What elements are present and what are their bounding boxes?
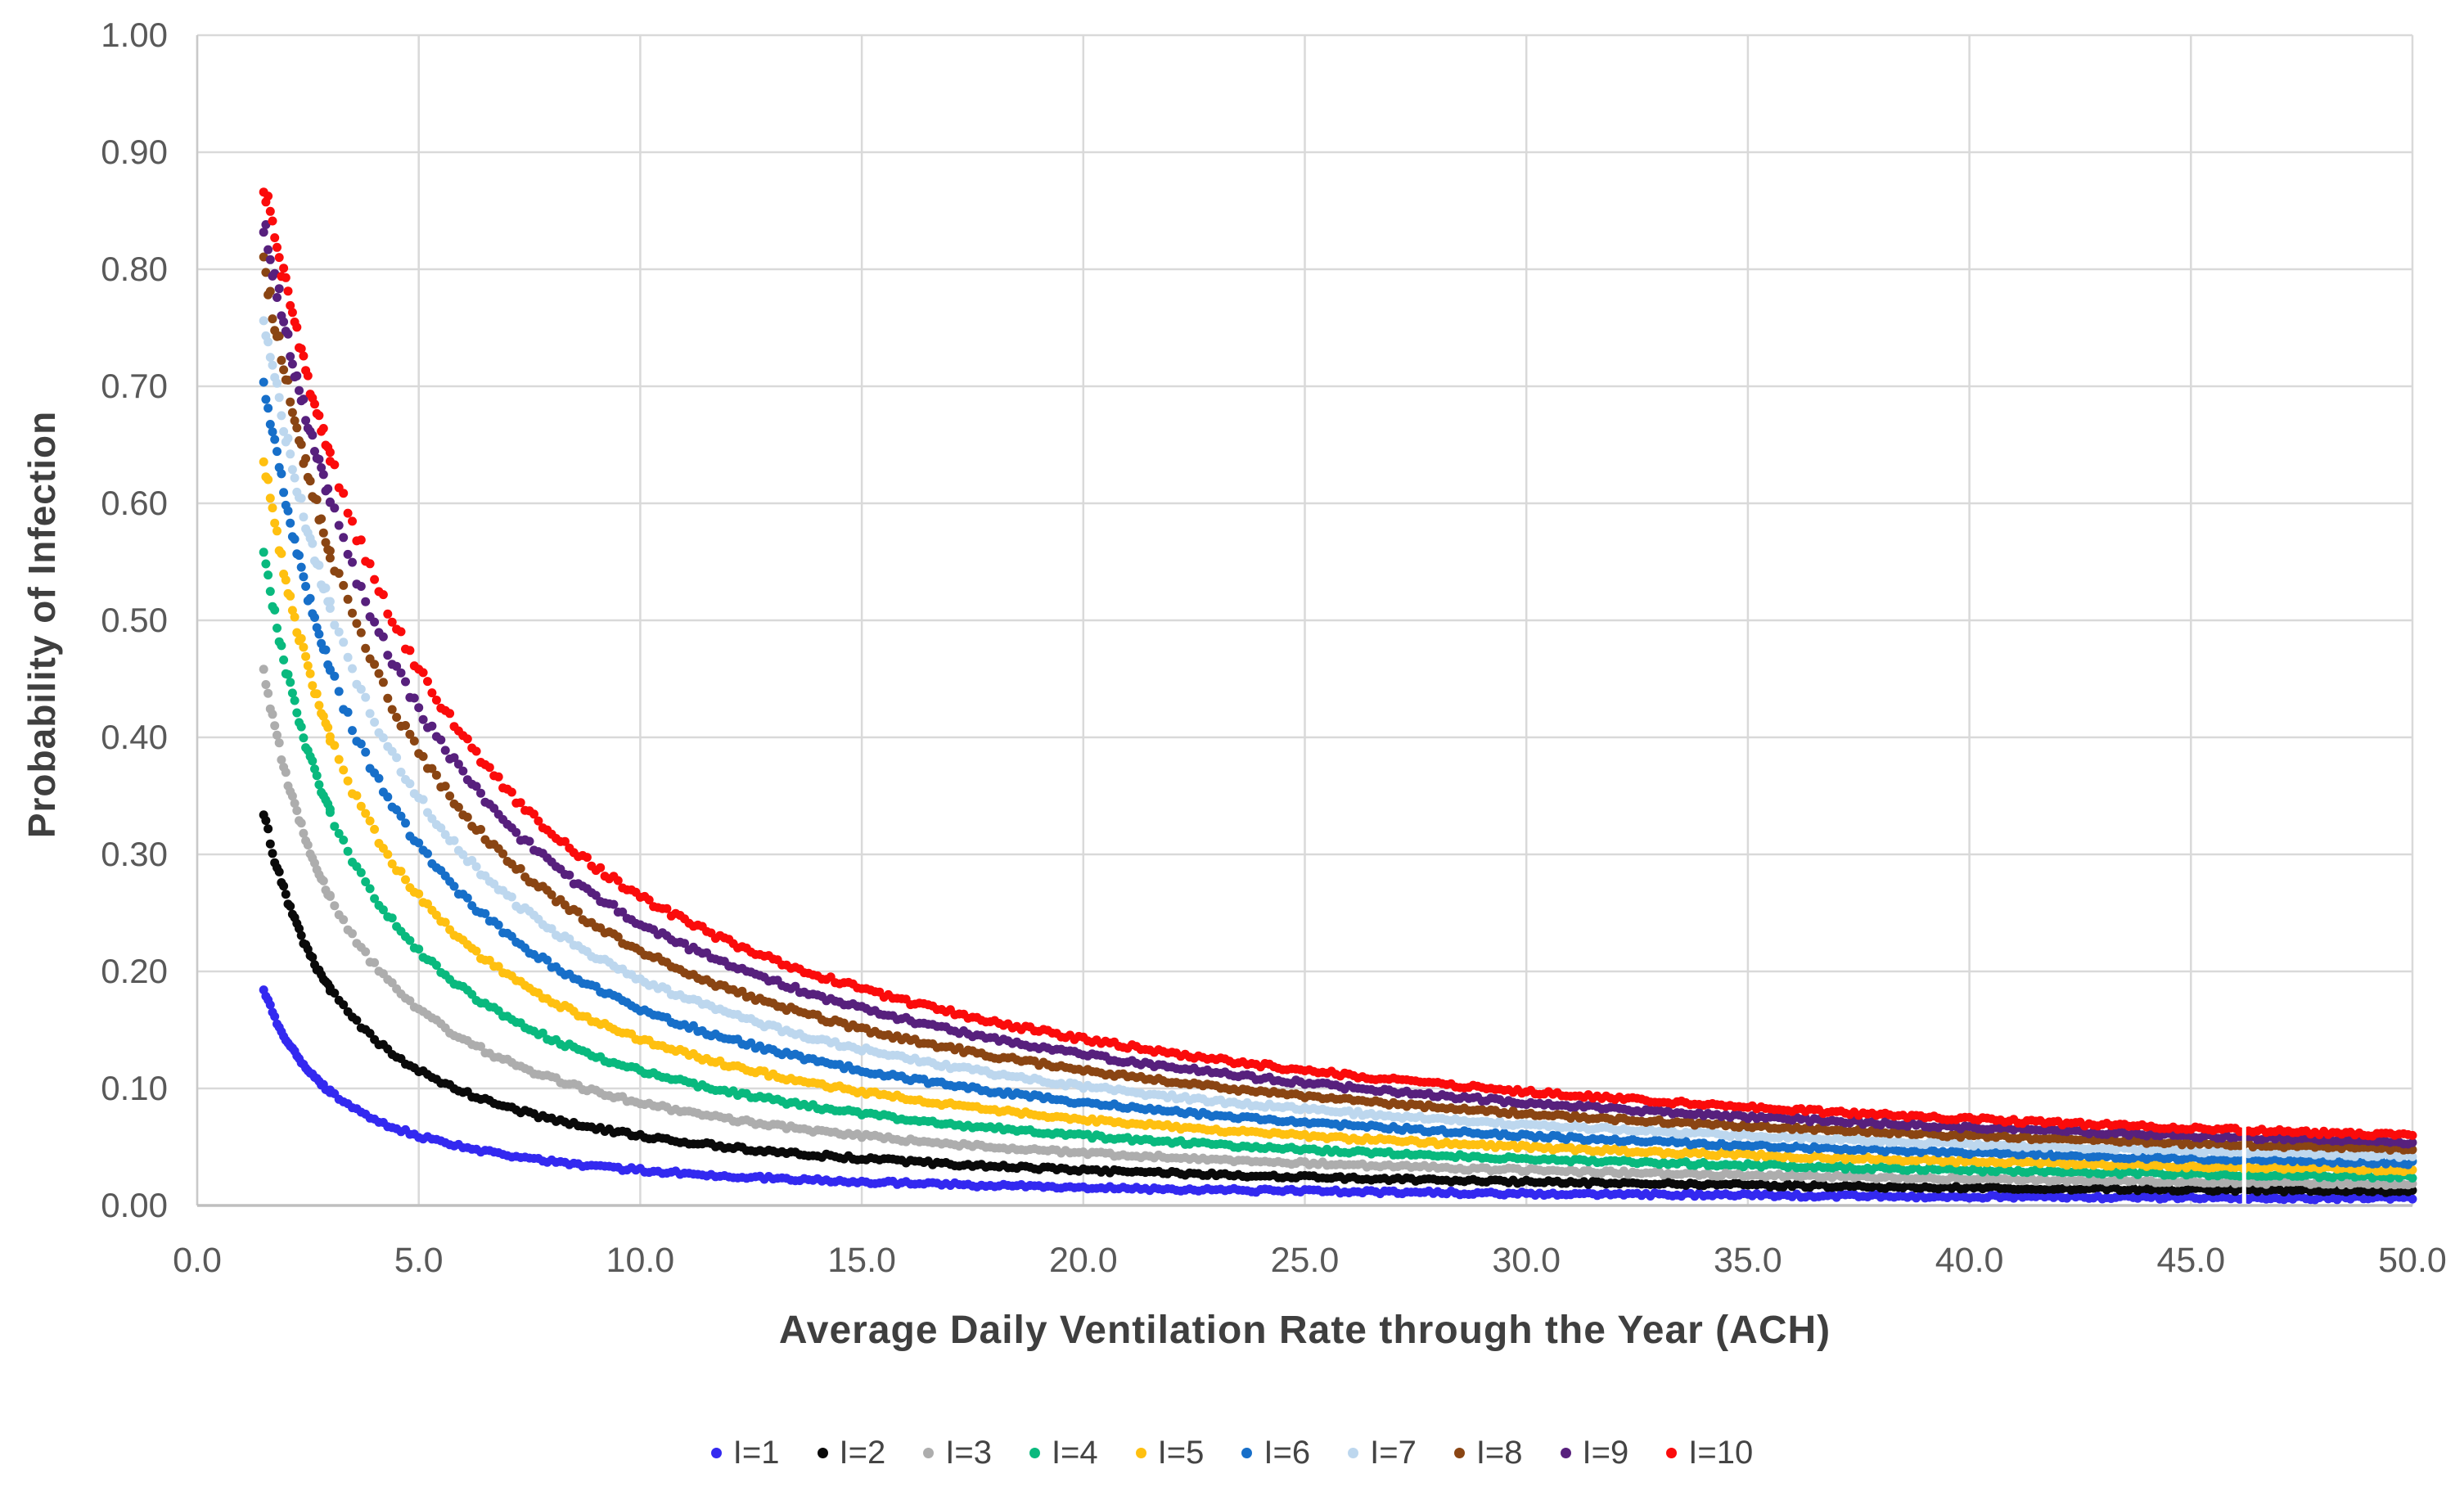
x-axis-title: Average Daily Ventilation Rate through t… bbox=[778, 1309, 1831, 1352]
legend-item-I=2: I=2 bbox=[817, 1435, 886, 1471]
legend-item-I=8: I=8 bbox=[1453, 1435, 1523, 1471]
x-tick-label: 0.0 bbox=[173, 1241, 222, 1280]
white-gap-artifact bbox=[2241, 1111, 2246, 1204]
legend-marker-icon bbox=[923, 1448, 935, 1458]
series-I=7 bbox=[259, 316, 2417, 1162]
y-tick-label: 0.20 bbox=[101, 952, 168, 990]
legend-marker-icon bbox=[1135, 1448, 1146, 1458]
y-tick-label: 0.50 bbox=[101, 601, 168, 639]
legend-label: I=7 bbox=[1370, 1435, 1417, 1471]
y-tick-label: 0.00 bbox=[101, 1186, 168, 1224]
series-I=6 bbox=[259, 377, 2417, 1169]
legend-item-I=4: I=4 bbox=[1029, 1435, 1098, 1471]
legend: I=1 I=2 I=3 I=4 I=5 I=6 I=7 I=8 I=9 I=10 bbox=[0, 1435, 2464, 1471]
y-tick-label: 1.00 bbox=[101, 16, 168, 54]
x-tick-label: 15.0 bbox=[827, 1241, 896, 1280]
legend-marker-icon bbox=[1348, 1448, 1359, 1458]
legend-label: I=2 bbox=[839, 1435, 886, 1471]
y-tick-label: 0.80 bbox=[101, 250, 168, 288]
legend-marker-icon bbox=[710, 1448, 722, 1458]
y-tick-label: 0.10 bbox=[101, 1069, 168, 1107]
series-I=8 bbox=[259, 252, 2417, 1155]
series-I=1 bbox=[259, 985, 2417, 1205]
legend-label: I=8 bbox=[1475, 1435, 1523, 1471]
legend-item-I=1: I=1 bbox=[710, 1435, 780, 1471]
legend-marker-icon bbox=[1560, 1448, 1571, 1458]
y-tick-label: 0.60 bbox=[101, 484, 168, 522]
legend-label: I=6 bbox=[1264, 1435, 1311, 1471]
series-I=4 bbox=[259, 547, 2417, 1183]
legend-label: I=4 bbox=[1051, 1435, 1098, 1471]
x-tick-label: 25.0 bbox=[1270, 1241, 1340, 1280]
y-tick-label: 0.30 bbox=[101, 835, 168, 873]
legend-label: I=9 bbox=[1582, 1435, 1629, 1471]
legend-marker-icon bbox=[1029, 1448, 1040, 1458]
x-tick-label: 35.0 bbox=[1714, 1241, 1782, 1280]
series-I=10 bbox=[259, 187, 2417, 1141]
legend-label: I=3 bbox=[945, 1435, 992, 1471]
legend-label: I=10 bbox=[1688, 1435, 1754, 1471]
legend-item-I=10: I=10 bbox=[1666, 1435, 1753, 1471]
x-tick-label: 45.0 bbox=[2156, 1241, 2226, 1280]
series-I=2 bbox=[259, 810, 2417, 1197]
legend-label: I=1 bbox=[732, 1435, 780, 1471]
series-I=5 bbox=[259, 457, 2417, 1177]
x-tick-label: 40.0 bbox=[1935, 1241, 2004, 1280]
legend-label: I=5 bbox=[1157, 1435, 1205, 1471]
y-tick-label: 0.40 bbox=[101, 718, 168, 756]
legend-marker-icon bbox=[1241, 1448, 1253, 1458]
legend-item-I=7: I=7 bbox=[1348, 1435, 1417, 1471]
y-tick-label: 0.70 bbox=[101, 367, 168, 405]
legend-item-I=9: I=9 bbox=[1560, 1435, 1629, 1471]
x-tick-label: 30.0 bbox=[1492, 1241, 1561, 1280]
x-tick-label: 50.0 bbox=[2378, 1241, 2447, 1280]
legend-item-I=3: I=3 bbox=[923, 1435, 992, 1471]
x-tick-label: 5.0 bbox=[394, 1241, 444, 1280]
series-I=3 bbox=[259, 665, 2417, 1190]
series-I=9 bbox=[259, 220, 2417, 1149]
legend-item-I=6: I=6 bbox=[1241, 1435, 1310, 1471]
y-tick-label: 0.90 bbox=[101, 133, 168, 171]
legend-item-I=5: I=5 bbox=[1135, 1435, 1205, 1471]
x-tick-label: 10.0 bbox=[606, 1241, 675, 1280]
legend-marker-icon bbox=[817, 1448, 828, 1458]
axis-lines bbox=[196, 35, 2412, 1207]
x-tick-label: 20.0 bbox=[1048, 1241, 1118, 1280]
legend-marker-icon bbox=[1666, 1448, 1678, 1458]
legend-marker-icon bbox=[1453, 1448, 1465, 1458]
